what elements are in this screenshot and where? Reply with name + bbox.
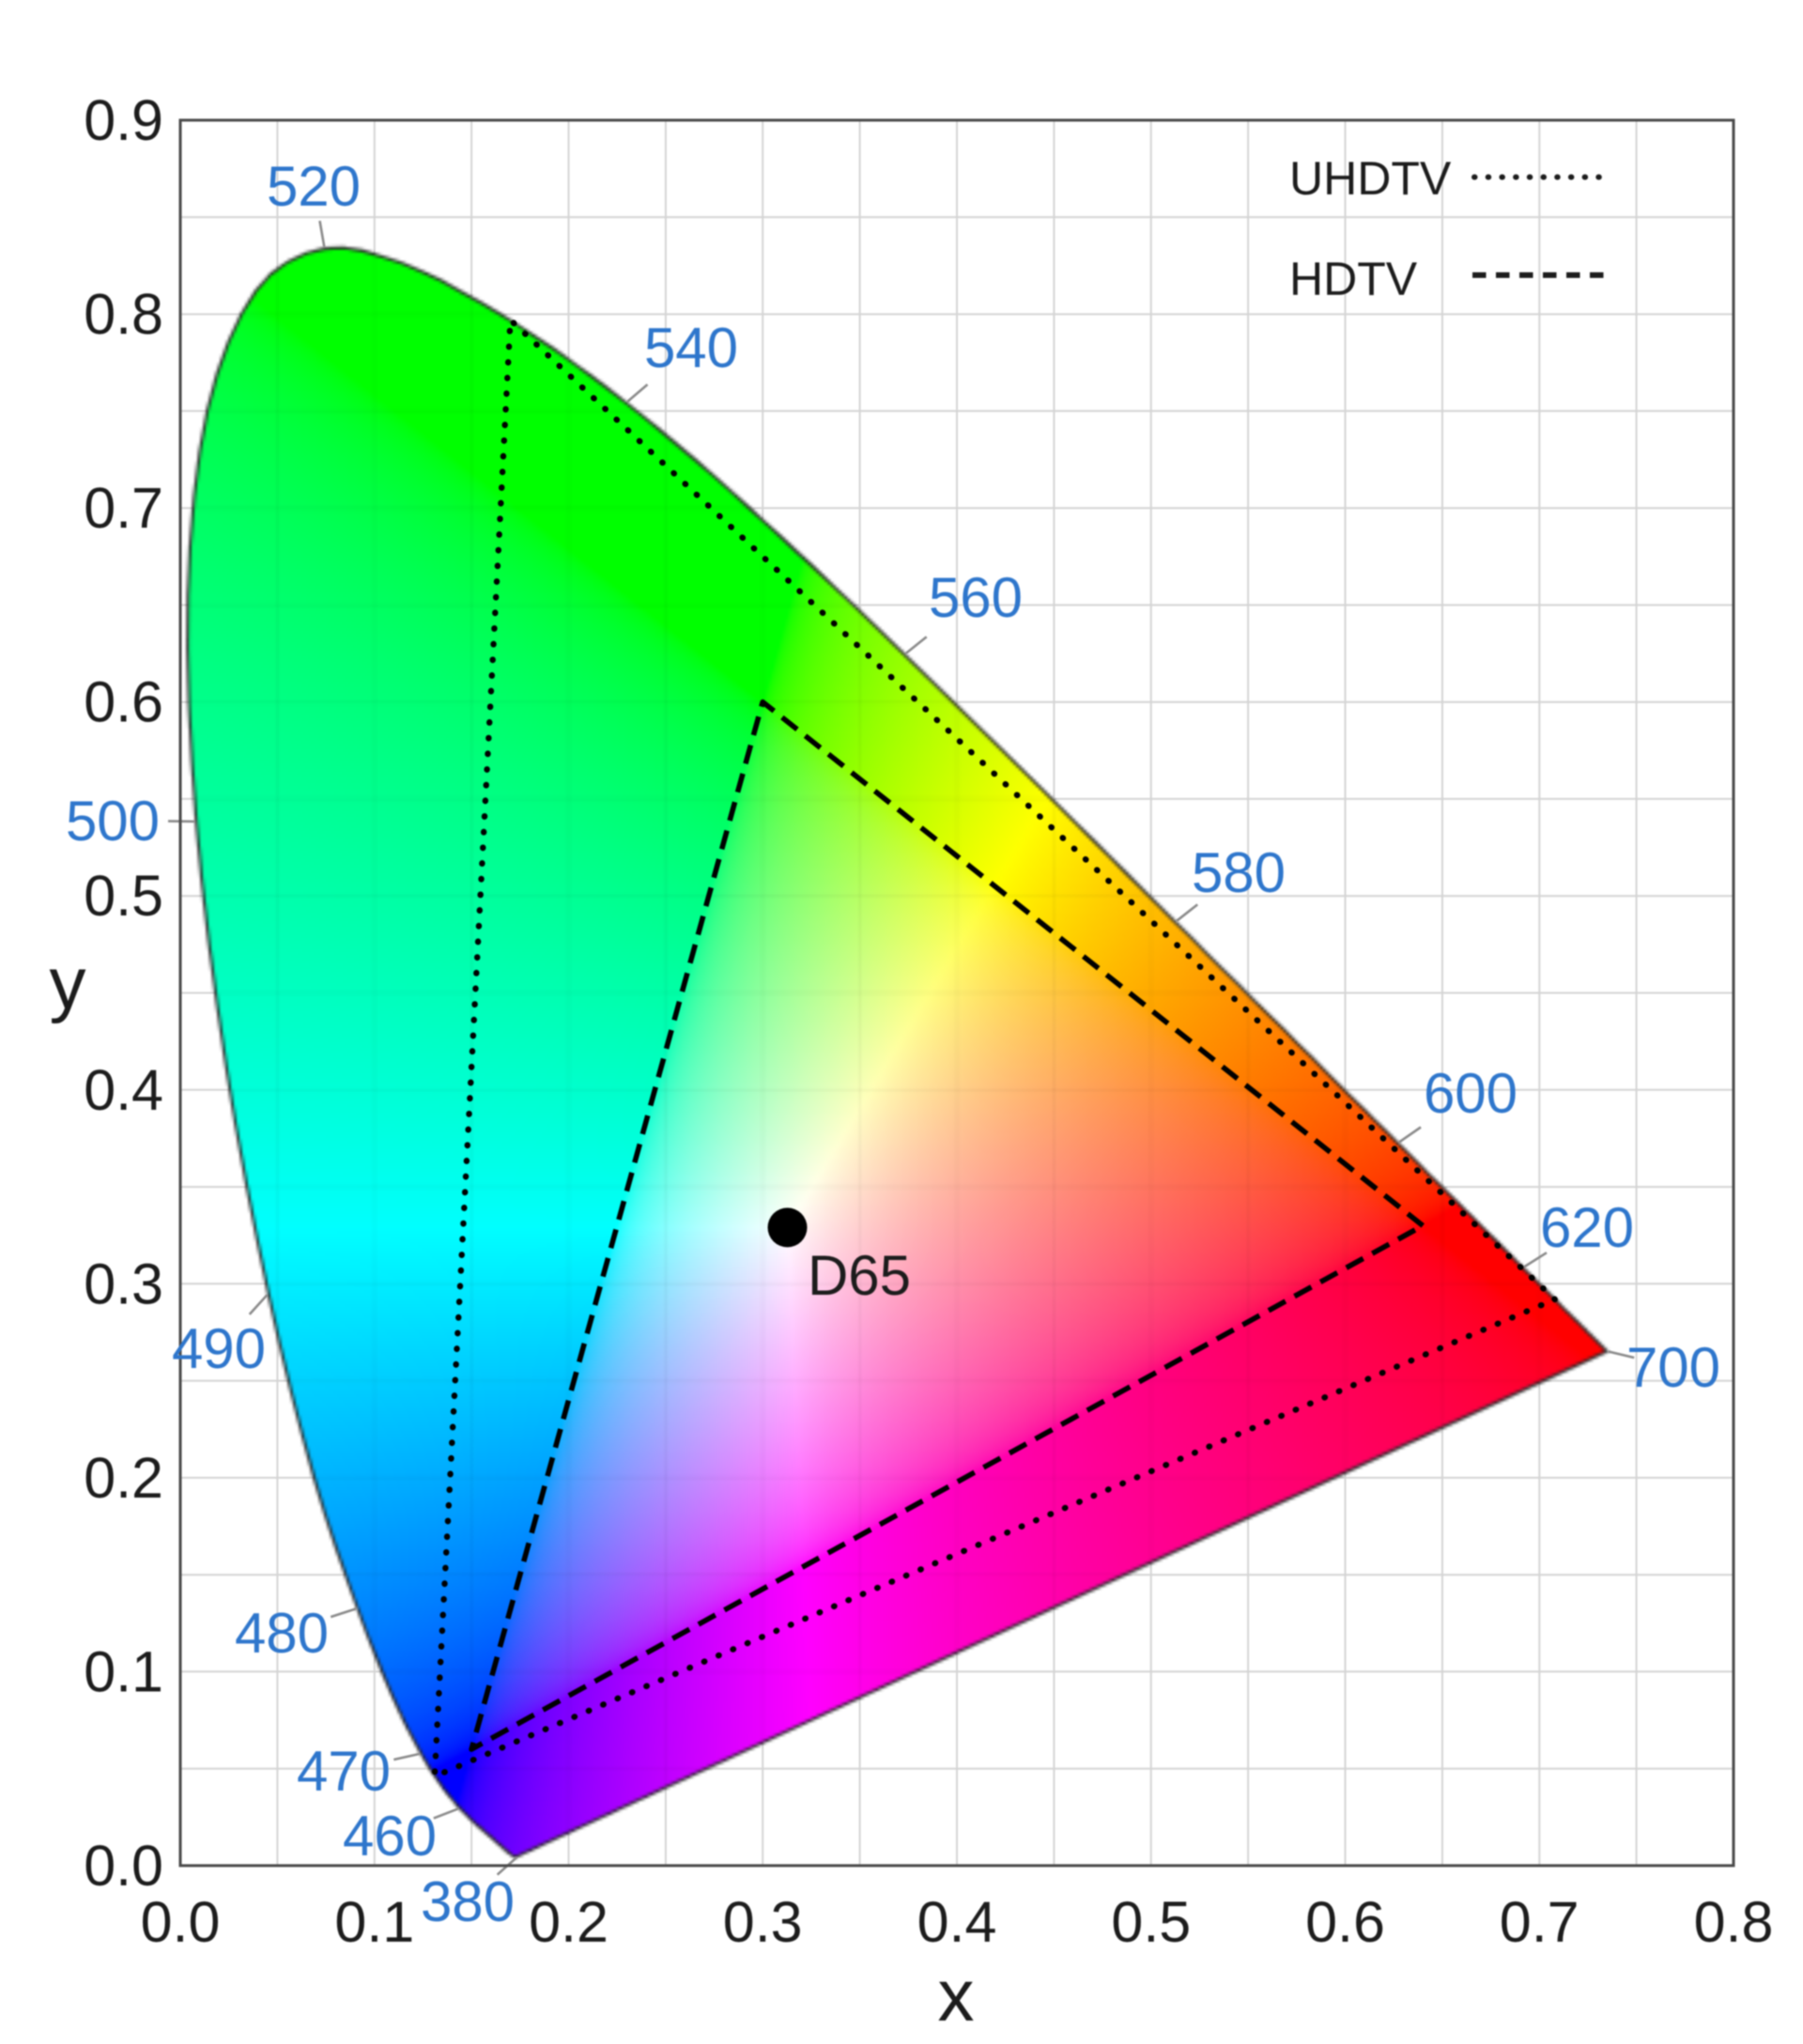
svg-text:0.5: 0.5: [1111, 1890, 1191, 1954]
svg-text:490: 490: [172, 1317, 266, 1380]
svg-text:0.4: 0.4: [84, 1058, 163, 1122]
svg-text:D65: D65: [808, 1244, 911, 1307]
svg-text:0.4: 0.4: [917, 1890, 997, 1954]
svg-text:0.1: 0.1: [334, 1890, 414, 1954]
svg-text:0.9: 0.9: [84, 88, 163, 152]
svg-text:0.7: 0.7: [84, 476, 163, 540]
svg-text:470: 470: [297, 1740, 391, 1803]
svg-text:580: 580: [1192, 841, 1286, 904]
svg-text:620: 620: [1540, 1196, 1634, 1259]
svg-text:HDTV: HDTV: [1289, 253, 1418, 305]
svg-text:500: 500: [66, 790, 160, 853]
svg-text:520: 520: [267, 155, 361, 218]
svg-text:460: 460: [343, 1805, 437, 1867]
svg-text:480: 480: [235, 1602, 329, 1665]
svg-text:0.5: 0.5: [84, 864, 163, 928]
svg-text:0.6: 0.6: [84, 670, 163, 734]
svg-text:0.1: 0.1: [84, 1639, 163, 1703]
svg-text:0.8: 0.8: [84, 283, 163, 346]
svg-text:0.6: 0.6: [1305, 1890, 1385, 1954]
svg-text:UHDTV: UHDTV: [1289, 152, 1452, 205]
svg-text:0.2: 0.2: [84, 1446, 163, 1510]
svg-text:560: 560: [929, 566, 1023, 629]
svg-text:x: x: [938, 1954, 975, 2036]
svg-text:0.0: 0.0: [84, 1834, 163, 1898]
svg-text:0.3: 0.3: [84, 1252, 163, 1315]
svg-text:540: 540: [644, 316, 738, 379]
svg-text:0.2: 0.2: [529, 1890, 609, 1954]
svg-text:0.0: 0.0: [141, 1890, 221, 1954]
svg-text:600: 600: [1424, 1062, 1518, 1125]
svg-text:380: 380: [421, 1870, 515, 1933]
svg-text:y: y: [50, 942, 86, 1024]
svg-text:0.7: 0.7: [1500, 1890, 1580, 1954]
svg-text:0.3: 0.3: [723, 1890, 803, 1954]
svg-text:0.8: 0.8: [1694, 1890, 1774, 1954]
svg-text:700: 700: [1626, 1336, 1720, 1399]
